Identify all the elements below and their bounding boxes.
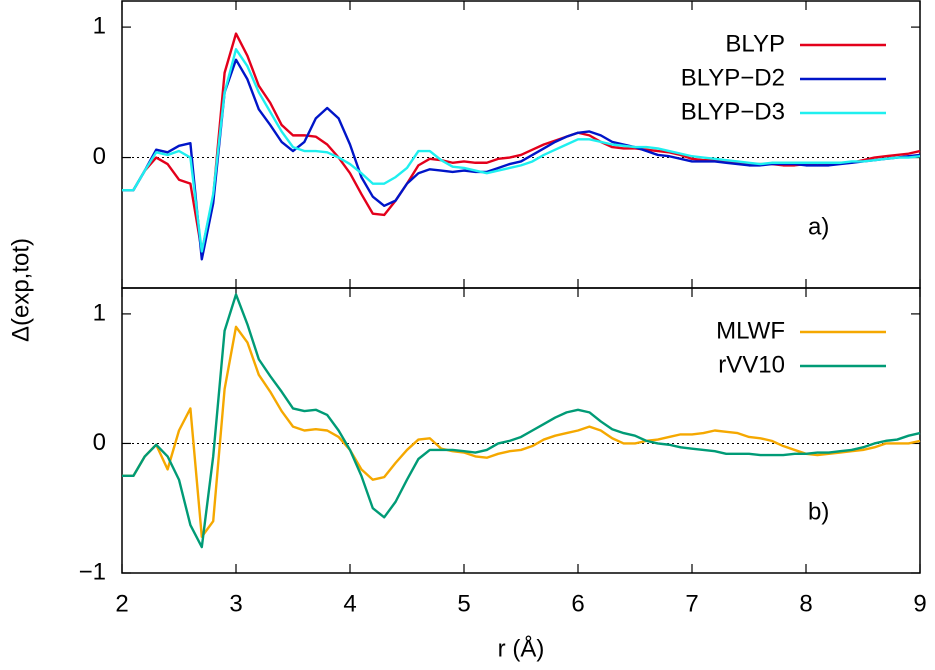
legend-label: BLYP [725, 30, 785, 57]
y-tick-label: 1 [93, 12, 106, 39]
y-axis-label: Δ(exp,tot) [7, 238, 34, 342]
data-line [122, 48, 921, 253]
legend-label: BLYP−D2 [681, 64, 785, 91]
legend-label: MLWF [716, 317, 785, 344]
data-line [122, 293, 921, 549]
x-tick-label: 3 [229, 590, 242, 617]
x-tick-label: 7 [685, 590, 698, 617]
x-tick-label: 8 [799, 590, 812, 617]
plot-frame [121, 287, 921, 574]
x-tick-label: 4 [343, 590, 356, 617]
legend-label: BLYP−D3 [681, 98, 785, 125]
x-tick-label: 2 [115, 590, 128, 617]
x-axis-label: r (Å) [498, 634, 545, 662]
data-line [122, 58, 921, 261]
data-line [122, 32, 921, 253]
data-line [122, 325, 921, 538]
y-tick-label: 0 [93, 143, 106, 170]
y-tick-label: 1 [93, 299, 106, 326]
x-tick-label: 9 [913, 590, 926, 617]
panel-annotation: b) [808, 498, 829, 525]
x-tick-label: 5 [457, 590, 470, 617]
x-tick-label: 6 [571, 590, 584, 617]
y-tick-label: 0 [93, 429, 106, 456]
panel-annotation: a) [808, 213, 829, 240]
y-tick-label: −1 [79, 558, 106, 585]
legend-label: rVV10 [718, 351, 785, 378]
